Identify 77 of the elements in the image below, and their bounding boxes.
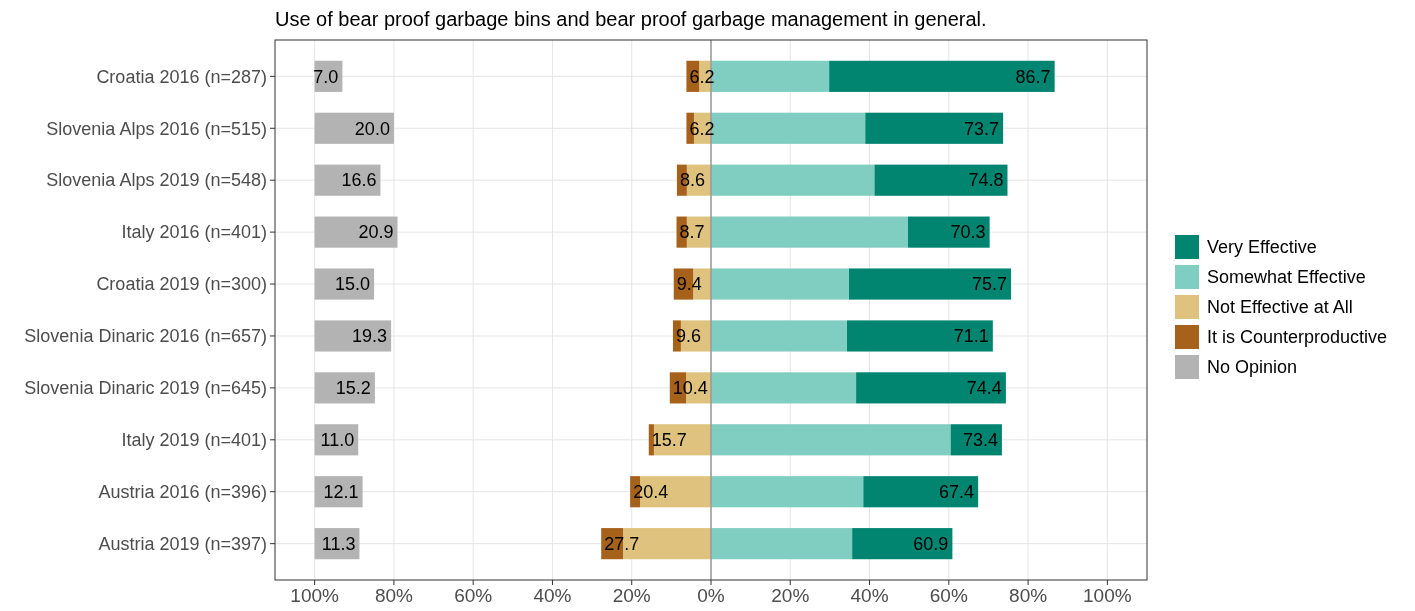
bar [852,528,953,560]
annotation: 73.7 [964,118,1000,139]
bar [314,320,392,352]
data-label: 20.9 [358,222,394,243]
data-label: 11.3 [321,533,356,554]
y-tick-label: Italy 2016 (n=401) [121,222,267,243]
bar [648,424,654,456]
annotation: 6.2 [689,66,715,87]
bar [711,216,908,248]
legend-label: Very Effective [1207,237,1317,258]
annotation: 60.9 [913,533,949,554]
annotation: 20.4 [633,482,669,503]
y-tick-label: Slovenia Dinaric 2016 (n=657) [24,326,267,347]
data-label: 20.0 [354,118,390,139]
x-tick-label: 20% [771,585,810,606]
bar [711,320,847,352]
annotation: 67.4 [939,482,975,503]
legend-label: No Opinion [1207,357,1298,378]
annotation: 86.7 [1015,66,1051,87]
legend-label: Somewhat Effective [1207,267,1366,288]
x-tick-label: 80% [1009,585,1048,606]
data-label: 15.0 [335,274,371,295]
y-tick-label: Italy 2019 (n=401) [121,430,267,451]
bar [314,216,398,248]
x-tick-label: 0% [697,585,725,606]
y-tick-label: Austria 2019 (n=397) [98,533,267,554]
annotation: 8.7 [679,222,705,243]
x-tick-label: 40% [850,585,889,606]
y-tick-label: Slovenia Alps 2019 (n=548) [46,170,267,191]
x-tick-label: 60% [454,585,493,606]
x-tick-label: 100% [290,585,340,606]
data-label: 19.3 [352,326,388,347]
data-label: 16.6 [341,170,377,191]
chart-title: Use of bear proof garbage bins and bear proof garbage management in general. [275,8,987,30]
legend-label: Not Effective at All [1207,297,1353,318]
y-tick-label: Austria 2016 (n=396) [98,482,267,503]
bar [829,60,1055,92]
bar [711,476,864,508]
annotation: 15.7 [651,430,687,451]
bar [846,320,993,352]
data-label: 15.2 [335,378,371,399]
annotation: 6.2 [689,118,715,139]
bar [848,268,1012,300]
annotation: 74.8 [968,170,1004,191]
bar [711,528,853,560]
x-tick-label: 40% [533,585,572,606]
y-tick-label: Slovenia Alps 2016 (n=515) [46,118,267,139]
bar [711,164,875,196]
annotation: 10.4 [672,378,708,399]
x-tick-label: 100% [1083,585,1132,606]
y-tick-label: Slovenia Dinaric 2019 (n=645) [24,378,267,399]
bar [874,164,1008,196]
annotation: 8.6 [679,170,705,191]
bar [314,112,394,144]
annotation: 9.6 [675,326,701,347]
bar [863,476,979,508]
y-tick-label: Croatia 2019 (n=300) [96,274,267,295]
data-label: 11.0 [320,430,355,451]
x-tick-label: 80% [374,585,414,606]
annotation: 74.4 [966,378,1002,399]
bar [711,268,849,300]
bar [856,372,1006,404]
data-label: 12.1 [323,482,359,503]
annotation: 73.4 [962,430,998,451]
bar [865,112,1004,144]
annotation: 70.3 [950,222,986,243]
bar [711,372,857,404]
bar [907,216,990,248]
x-tick-label: 20% [612,585,651,606]
bar [314,268,375,300]
legend-label: It is Counterproductive [1207,327,1388,348]
data-label: 7.0 [313,66,339,87]
x-tick-label: 60% [929,585,968,606]
annotation: 75.7 [972,274,1008,295]
annotation: 71.1 [953,326,989,347]
y-tick-label: Croatia 2016 (n=287) [96,66,267,87]
bar [711,424,951,456]
